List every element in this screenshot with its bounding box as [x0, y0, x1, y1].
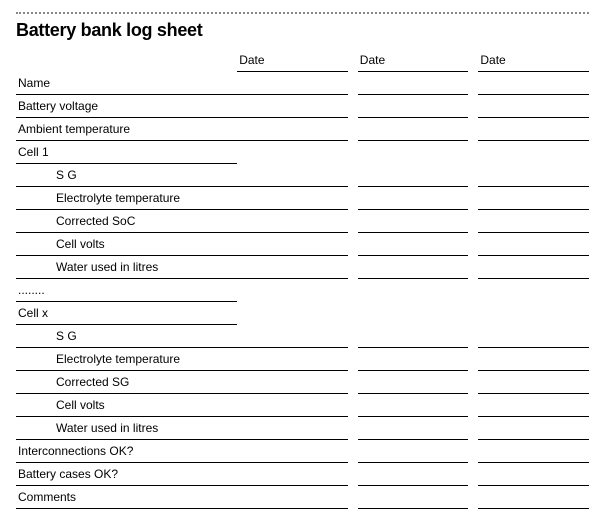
label-cell1-electrolyte: Electrolyte temperature	[16, 186, 237, 209]
cell-cxsg2-3[interactable]	[478, 370, 589, 393]
label-battery-voltage: Battery voltage	[16, 94, 237, 117]
label-comments: Comments	[16, 485, 237, 508]
cell-c1sg-2[interactable]	[358, 163, 469, 186]
cell-cm-1[interactable]	[237, 485, 348, 508]
row-interconnections: Interconnections OK?	[16, 439, 589, 462]
label-ellipsis: ........	[16, 278, 237, 301]
cell-ic-2[interactable]	[358, 439, 469, 462]
cell-cxsg-2[interactable]	[358, 324, 469, 347]
cell-c1w-3[interactable]	[478, 255, 589, 278]
cell-bc-2[interactable]	[358, 462, 469, 485]
cell-cxv-3[interactable]	[478, 393, 589, 416]
label-cell1-volts: Cell volts	[16, 232, 237, 255]
cell-at-2[interactable]	[358, 117, 469, 140]
cell-bc-3[interactable]	[478, 462, 589, 485]
cell-bv-1[interactable]	[237, 94, 348, 117]
header-blank	[16, 49, 237, 72]
cell-name-2[interactable]	[358, 72, 469, 95]
cell-ic-1[interactable]	[237, 439, 348, 462]
row-cellx-electrolyte: Electrolyte temperature	[16, 347, 589, 370]
cell-c1soc-1[interactable]	[237, 209, 348, 232]
cell-cxet-1[interactable]	[237, 347, 348, 370]
cell-c1et-2[interactable]	[358, 186, 469, 209]
cell-cxsg2-2[interactable]	[358, 370, 469, 393]
cell-cxsg-1[interactable]	[237, 324, 348, 347]
cell-c1soc-2[interactable]	[358, 209, 469, 232]
row-cellx-water: Water used in litres	[16, 416, 589, 439]
label-name: Name	[16, 72, 237, 95]
row-cell1-sg: S G	[16, 163, 589, 186]
cell-cxet-3[interactable]	[478, 347, 589, 370]
label-cellx-volts: Cell volts	[16, 393, 237, 416]
cell-c1soc-3[interactable]	[478, 209, 589, 232]
dotted-top-border	[16, 12, 589, 14]
log-table: Date Date Date Name Battery voltage Ambi…	[16, 49, 589, 509]
cell-cxw-1[interactable]	[237, 416, 348, 439]
row-cellx-volts: Cell volts	[16, 393, 589, 416]
row-cell1: Cell 1	[16, 140, 589, 163]
row-ellipsis: ........	[16, 278, 589, 301]
cell-cxv-1[interactable]	[237, 393, 348, 416]
cell-name-3[interactable]	[478, 72, 589, 95]
row-cellx-sg2: Corrected SG	[16, 370, 589, 393]
label-cell1-water: Water used in litres	[16, 255, 237, 278]
row-cell1-volts: Cell volts	[16, 232, 589, 255]
cell-c1v-2[interactable]	[358, 232, 469, 255]
label-cellx-sg: S G	[16, 324, 237, 347]
cell-at-1[interactable]	[237, 117, 348, 140]
cell-cxw-3[interactable]	[478, 416, 589, 439]
label-ambient-temp: Ambient temperature	[16, 117, 237, 140]
cell-cxsg-3[interactable]	[478, 324, 589, 347]
cell-c1sg-1[interactable]	[237, 163, 348, 186]
label-cellx-water: Water used in litres	[16, 416, 237, 439]
cell-c1v-3[interactable]	[478, 232, 589, 255]
sheet-title: Battery bank log sheet	[16, 20, 589, 41]
cell-bv-3[interactable]	[478, 94, 589, 117]
cell-bc-1[interactable]	[237, 462, 348, 485]
row-cellx: Cell x	[16, 301, 589, 324]
row-name: Name	[16, 72, 589, 95]
cell-c1w-1[interactable]	[237, 255, 348, 278]
label-interconnections: Interconnections OK?	[16, 439, 237, 462]
cell-c1w-2[interactable]	[358, 255, 469, 278]
cell-ic-3[interactable]	[478, 439, 589, 462]
cell-c1et-1[interactable]	[237, 186, 348, 209]
row-cellx-sg: S G	[16, 324, 589, 347]
cell-cm-3[interactable]	[478, 485, 589, 508]
cell-cxw-2[interactable]	[358, 416, 469, 439]
header-date3: Date	[478, 49, 589, 72]
cell-cxv-2[interactable]	[358, 393, 469, 416]
cell-cxsg2-1[interactable]	[237, 370, 348, 393]
row-cell1-electrolyte: Electrolyte temperature	[16, 186, 589, 209]
row-comments: Comments	[16, 485, 589, 508]
cell-c1sg-3[interactable]	[478, 163, 589, 186]
label-cellx-sg2: Corrected SG	[16, 370, 237, 393]
label-cell1-sg: S G	[16, 163, 237, 186]
row-battery-cases: Battery cases OK?	[16, 462, 589, 485]
cell-cxet-2[interactable]	[358, 347, 469, 370]
cell-cm-2[interactable]	[358, 485, 469, 508]
header-row: Date Date Date	[16, 49, 589, 72]
label-cell1-soc: Corrected SoC	[16, 209, 237, 232]
row-cell1-soc: Corrected SoC	[16, 209, 589, 232]
label-cellx: Cell x	[16, 301, 237, 324]
row-battery-voltage: Battery voltage	[16, 94, 589, 117]
header-date1: Date	[237, 49, 348, 72]
label-cell1: Cell 1	[16, 140, 237, 163]
cell-c1v-1[interactable]	[237, 232, 348, 255]
row-cell1-water: Water used in litres	[16, 255, 589, 278]
cell-name-1[interactable]	[237, 72, 348, 95]
row-ambient-temp: Ambient temperature	[16, 117, 589, 140]
label-battery-cases: Battery cases OK?	[16, 462, 237, 485]
cell-bv-2[interactable]	[358, 94, 469, 117]
header-date2: Date	[358, 49, 469, 72]
label-cellx-electrolyte: Electrolyte temperature	[16, 347, 237, 370]
cell-at-3[interactable]	[478, 117, 589, 140]
cell-c1et-3[interactable]	[478, 186, 589, 209]
